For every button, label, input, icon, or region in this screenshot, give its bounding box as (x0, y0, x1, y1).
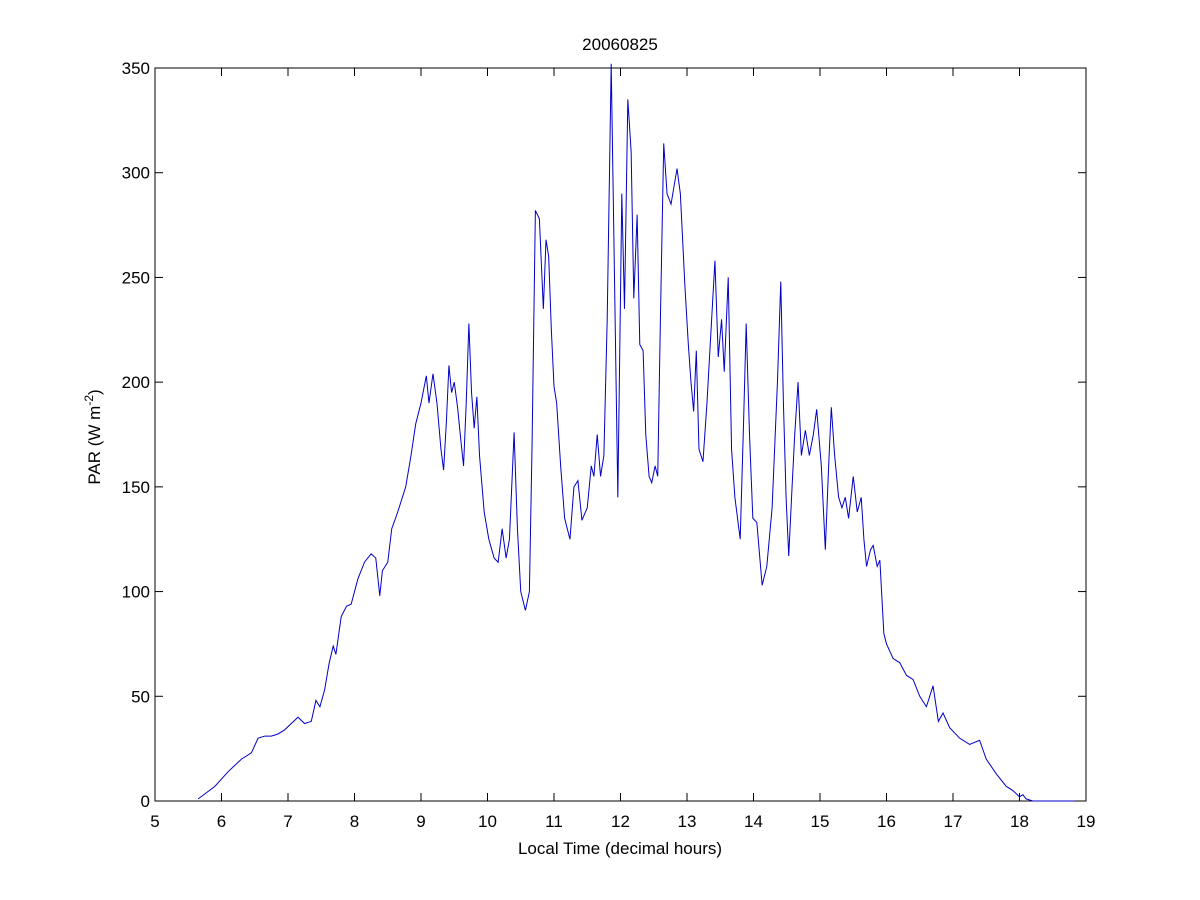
x-tick-label: 15 (811, 812, 830, 831)
y-axis-label: PAR (W m-2) (82, 389, 104, 484)
x-tick-label: 18 (1010, 812, 1029, 831)
y-axis-label-text: PAR (W m (85, 406, 104, 485)
x-axis-label: Local Time (decimal hours) (518, 839, 722, 858)
x-tick-label: 5 (150, 812, 159, 831)
y-tick-label: 50 (131, 687, 150, 706)
x-tick-label: 16 (877, 812, 896, 831)
y-tick-label: 250 (122, 268, 150, 287)
y-tick-label: 0 (141, 792, 150, 811)
x-tick-label: 11 (545, 812, 563, 831)
y-tick-label: 350 (122, 59, 150, 78)
x-tick-label: 8 (350, 812, 359, 831)
x-tick-label: 7 (283, 812, 292, 831)
x-tick-label: 6 (217, 812, 226, 831)
y-axis-label-sup: -2 (82, 395, 96, 406)
x-tick-label: 12 (611, 812, 630, 831)
x-tick-label: 17 (944, 812, 963, 831)
x-tick-label: 19 (1077, 812, 1096, 831)
y-tick-label: 300 (122, 164, 150, 183)
data-line (197, 63, 1075, 802)
y-tick-label: 150 (122, 478, 150, 497)
x-tick-label: 13 (678, 812, 697, 831)
y-axis-label-end: ) (85, 389, 104, 395)
x-tick-label: 10 (478, 812, 497, 831)
chart-title: 20060825 (582, 35, 658, 54)
y-tick-label: 100 (122, 583, 150, 602)
x-tick-label: 14 (744, 812, 763, 831)
y-tick-label: 200 (122, 373, 150, 392)
x-tick-label: 9 (416, 812, 425, 831)
